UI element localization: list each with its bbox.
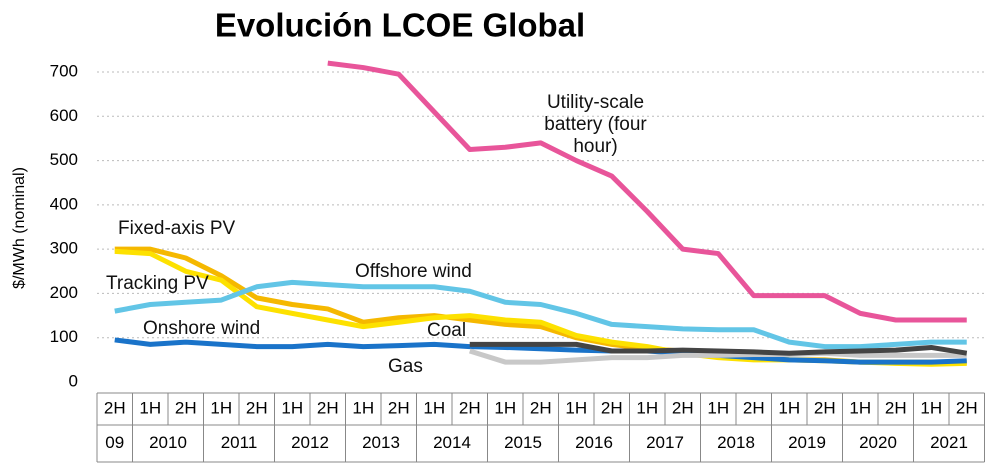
series-line	[327, 60, 967, 323]
series-label: Fixed-axis PV	[118, 218, 236, 239]
series-line	[114, 337, 967, 365]
y-tick-label: 300	[50, 239, 78, 258]
x-tick-label: 2H	[601, 398, 623, 417]
x-tick-label: 1H	[281, 398, 303, 417]
x-tick-label: 2H	[317, 398, 339, 417]
y-tick-label: 400	[50, 194, 78, 213]
x-tick-label: 2H	[672, 398, 694, 417]
series-label: Coal	[427, 320, 467, 341]
x-tick-label: 1H	[636, 398, 658, 417]
x-group-label: 2018	[717, 433, 755, 452]
x-tick-label: 1H	[210, 398, 232, 417]
series-label: Utility-scale battery (four hour)	[544, 92, 647, 157]
y-tick-label: 600	[50, 106, 78, 125]
x-group-label: 2011	[221, 433, 258, 452]
x-tick-label: 2H	[459, 398, 481, 417]
x-tick-label: 1H	[139, 398, 161, 417]
x-tick-label: 2H	[956, 398, 978, 417]
x-group-label: 09	[105, 433, 124, 452]
series-label: Gas	[388, 356, 423, 377]
y-tick-label: 0	[69, 371, 78, 390]
x-tick-label: 2H	[388, 398, 410, 417]
x-tick-label: 2H	[246, 398, 268, 417]
x-tick-label: 1H	[920, 398, 942, 417]
y-tick-label: 700	[50, 61, 78, 80]
x-tick-label: 1H	[423, 398, 445, 417]
x-tick-label: 1H	[352, 398, 374, 417]
x-group-label: 2020	[859, 433, 897, 452]
series-label: Tracking PV	[106, 273, 209, 294]
y-tick-label: 100	[50, 327, 78, 346]
series-label: Offshore wind	[355, 261, 472, 282]
x-tick-label: 2H	[104, 398, 126, 417]
x-group-label: 2021	[930, 433, 968, 452]
x-tick-label: 1H	[494, 398, 516, 417]
x-tick-label: 2H	[814, 398, 836, 417]
x-tick-label: 2H	[743, 398, 765, 417]
x-tick-label: 2H	[885, 398, 907, 417]
x-group-label: 2012	[291, 433, 329, 452]
x-group-label: 2014	[433, 433, 471, 452]
y-tick-label: 200	[50, 283, 78, 302]
x-tick-label: 1H	[849, 398, 871, 417]
x-tick-label: 2H	[530, 398, 552, 417]
x-tick-label: 1H	[565, 398, 587, 417]
x-group-label: 2015	[504, 433, 542, 452]
x-group-label: 2010	[149, 433, 187, 452]
chart-title: Evolución LCOE Global	[215, 7, 585, 44]
x-group-label: 2017	[646, 433, 684, 452]
y-axis-label: $/MWh (nominal)	[11, 167, 28, 289]
x-group-label: 2016	[575, 433, 613, 452]
x-group-label: 2013	[362, 433, 400, 452]
series-line	[469, 341, 968, 356]
series-line	[469, 348, 967, 365]
y-tick-label: 500	[50, 150, 78, 169]
x-tick-label: 1H	[707, 398, 729, 417]
x-group-label: 2019	[788, 433, 826, 452]
series-label: Onshore wind	[143, 318, 261, 339]
x-tick-label: 1H	[778, 398, 800, 417]
x-tick-label: 2H	[175, 398, 197, 417]
series-line	[114, 279, 967, 350]
